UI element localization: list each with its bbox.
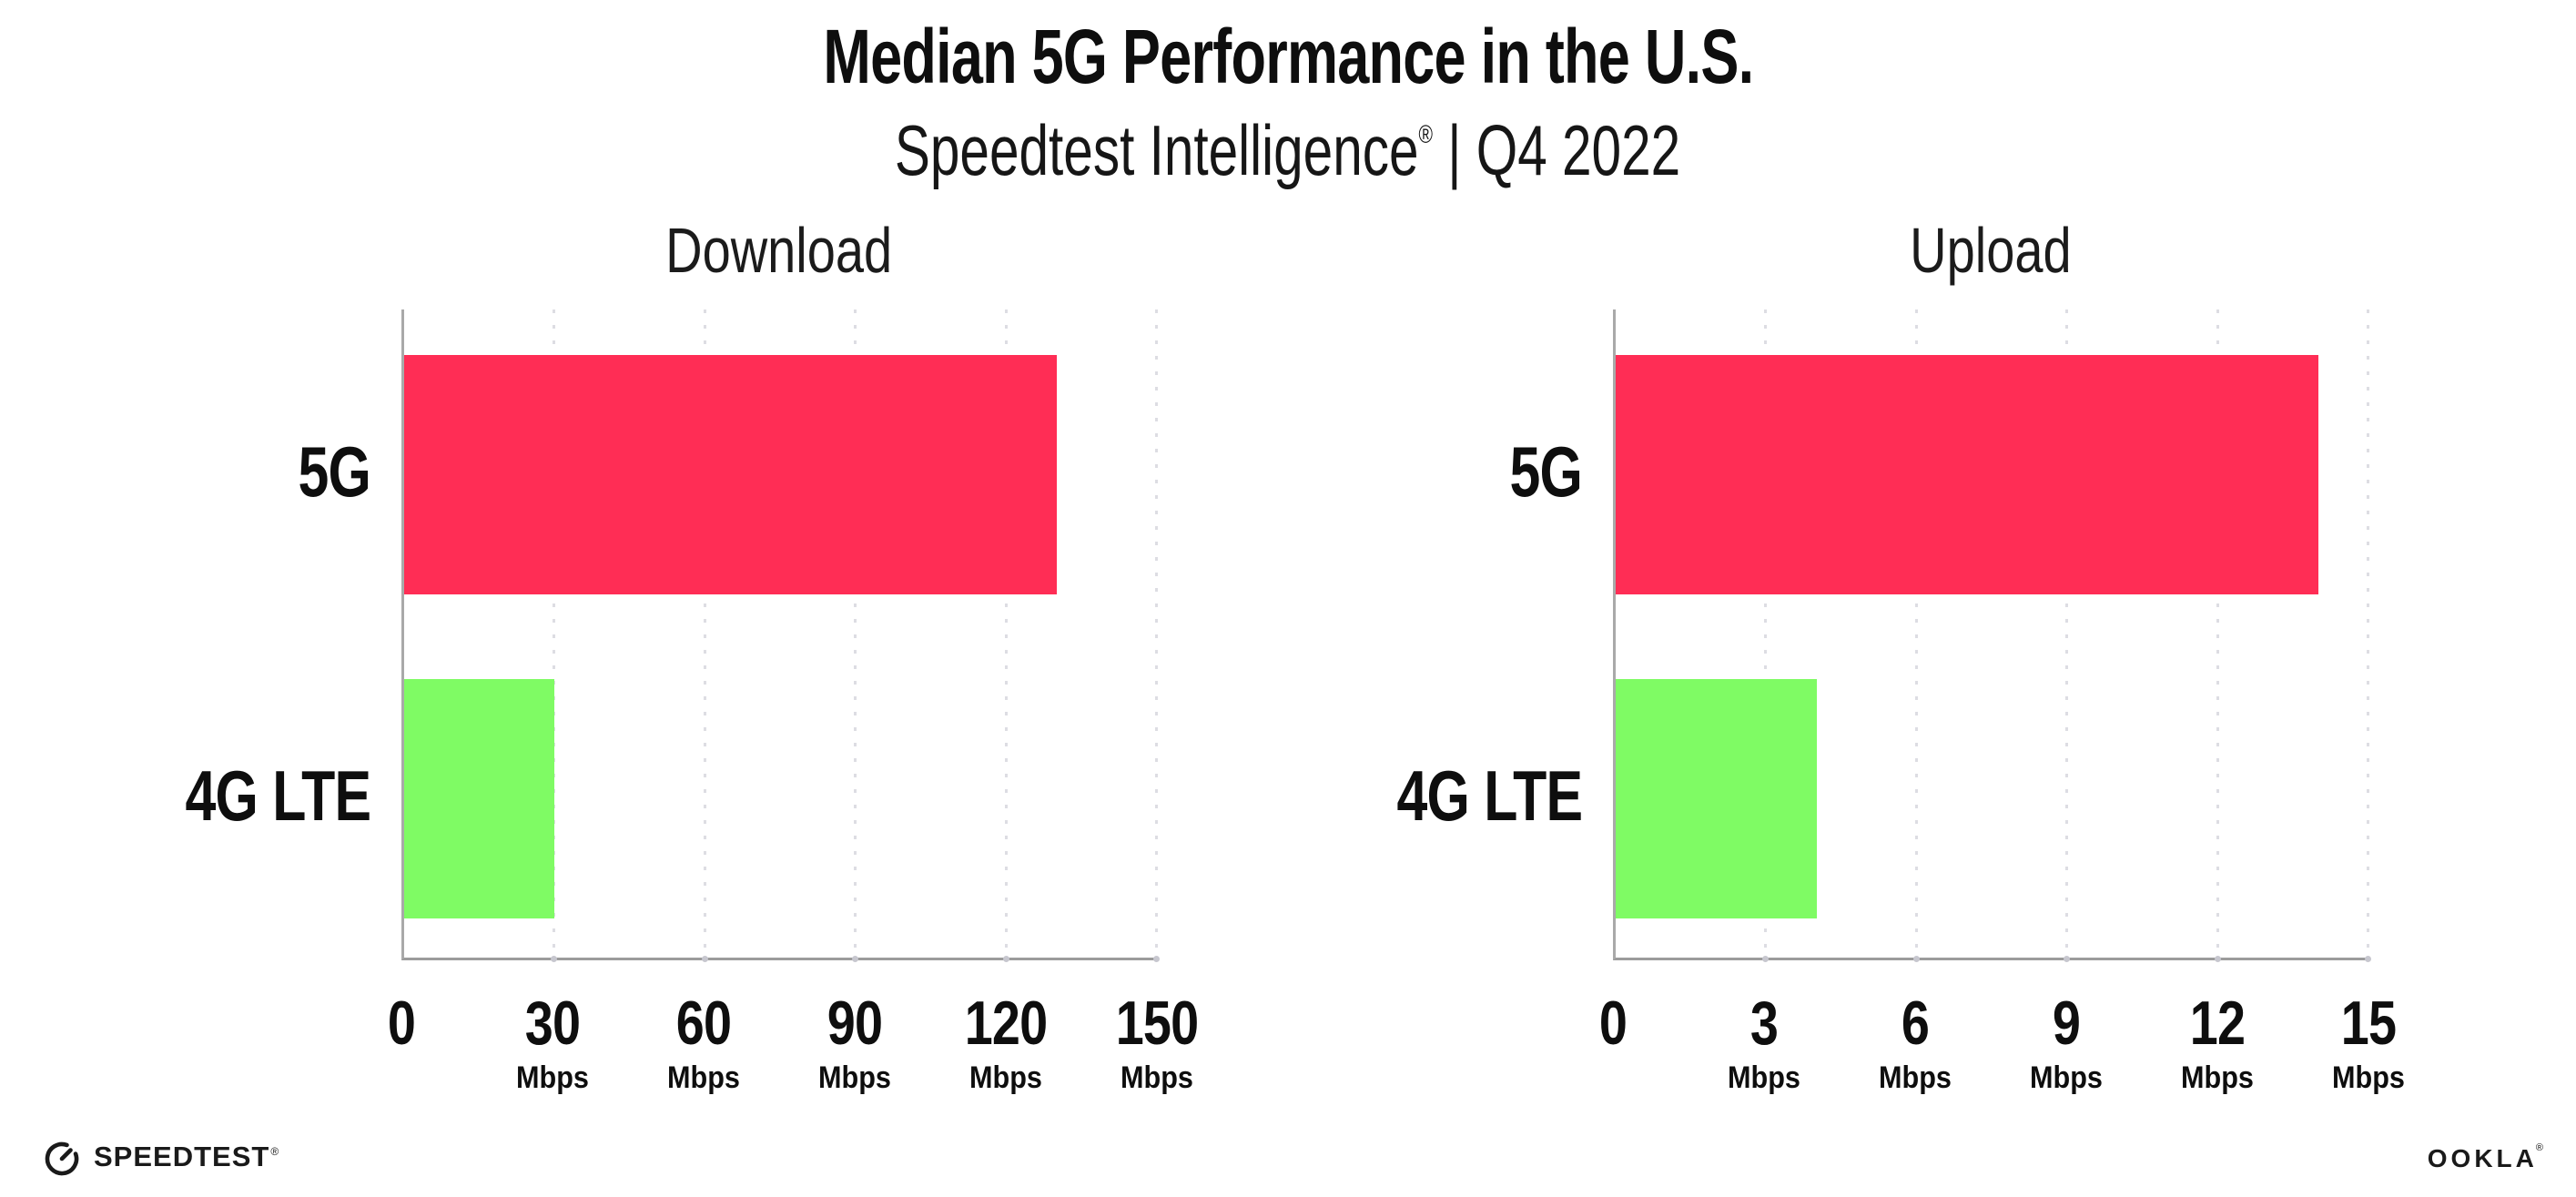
tick-number: 12 xyxy=(2189,989,2246,1058)
category-label-5g-text: 5G xyxy=(1509,431,1582,512)
bar-row-4g-lte xyxy=(404,634,1157,958)
tick-number: 0 xyxy=(1598,989,1628,1058)
header: Median 5G Performance in the U.S. Speedt… xyxy=(0,18,2576,186)
x-tick-60: 60 Mbps xyxy=(664,960,745,1093)
x-tick-120: 120 Mbps xyxy=(956,960,1056,1093)
bar-5g-upload xyxy=(1616,354,2318,595)
tick-number: 15 xyxy=(2340,989,2397,1058)
tick-number: 150 xyxy=(1115,989,1199,1058)
speedtest-registered-mark: ® xyxy=(270,1145,280,1158)
x-tick-6: 6 Mbps xyxy=(1875,960,1956,1093)
category-label-5g: 5G xyxy=(1357,309,1613,634)
bar-row-5g xyxy=(404,309,1157,634)
upload-plot-area xyxy=(1613,309,2371,962)
download-chart-body: 5G 4G LTE xyxy=(146,309,1160,962)
x-tick-3: 3 Mbps xyxy=(1724,960,1805,1093)
tick-number: 30 xyxy=(524,989,581,1058)
x-tick-0: 0 xyxy=(385,960,419,1054)
tick-number: 120 xyxy=(964,989,1048,1058)
tick-unit-label: Mbps xyxy=(818,1060,891,1095)
tick-unit-label: Mbps xyxy=(969,1060,1042,1095)
upload-chart: Upload 5G 4G LTE 0 3 Mbps 6 Mbps 9 Mbps 12 Mbps 1… xyxy=(1357,218,2405,1106)
ookla-wordmark-text: OOKLA xyxy=(2427,1144,2538,1172)
x-tick-9: 9 Mbps xyxy=(2026,960,2107,1093)
category-label-4g-lte: 4G LTE xyxy=(146,634,401,958)
x-tick-90: 90 Mbps xyxy=(815,960,896,1093)
tick-number: 0 xyxy=(387,989,416,1058)
x-tick-150: 150 Mbps xyxy=(1107,960,1207,1093)
category-label-4g-lte: 4G LTE xyxy=(1357,634,1613,958)
upload-chart-title: Upload xyxy=(1613,218,2368,309)
x-tick-15: 15 Mbps xyxy=(2328,960,2409,1093)
upload-chart-body: 5G 4G LTE xyxy=(1357,309,2371,962)
registered-mark: ® xyxy=(1419,120,1434,148)
page-title: Median 5G Performance in the U.S. xyxy=(0,18,2576,95)
bar-4g-lte-upload xyxy=(1616,678,1817,919)
gridline-90 xyxy=(852,309,859,962)
tick-unit-label: Mbps xyxy=(2030,1060,2103,1095)
category-label-4g-lte-text: 4G LTE xyxy=(1396,755,1583,836)
bar-row-5g xyxy=(1616,309,2368,634)
upload-chart-title-text: Upload xyxy=(1910,215,2072,286)
tick-unit-label: Mbps xyxy=(1879,1060,1952,1095)
download-chart: Download 5G 4G LTE 0 30 Mbps 60 Mbps 90 Mbps 12… xyxy=(146,218,1199,1106)
gridline-150 xyxy=(1153,309,1160,962)
gridline-6 xyxy=(1912,309,1920,962)
page-subtitle: Speedtest Intelligence® | Q4 2022 xyxy=(0,115,2576,186)
download-category-labels: 5G 4G LTE xyxy=(146,309,401,960)
x-tick-30: 30 Mbps xyxy=(512,960,593,1093)
speedtest-gauge-icon xyxy=(45,1141,79,1176)
speedtest-wordmark-text: SPEEDTEST xyxy=(94,1141,270,1172)
tick-number: 9 xyxy=(2052,989,2081,1058)
tick-unit-label: Mbps xyxy=(1121,1060,1193,1095)
page-title-text: Median 5G Performance in the U.S. xyxy=(822,14,1754,99)
gridline-120 xyxy=(1002,309,1009,962)
download-x-axis-ticks: 0 30 Mbps 60 Mbps 90 Mbps 120 Mbps 150 Mbps xyxy=(388,960,1199,1106)
tick-unit-label: Mbps xyxy=(1728,1060,1800,1095)
ookla-logo: OOKLA ® xyxy=(2427,1142,2545,1173)
tick-unit-label: Mbps xyxy=(667,1060,740,1095)
upload-category-labels: 5G 4G LTE xyxy=(1357,309,1613,960)
x-tick-12: 12 Mbps xyxy=(2177,960,2258,1093)
download-chart-title-text: Download xyxy=(665,215,893,286)
x-tick-0: 0 xyxy=(1597,960,1630,1054)
speedtest-logo: SPEEDTEST® xyxy=(42,1137,279,1177)
download-plot-area xyxy=(401,309,1160,962)
download-chart-title: Download xyxy=(401,218,1157,309)
page-subtitle-text: Speedtest Intelligence® | Q4 2022 xyxy=(895,115,1680,186)
category-label-5g: 5G xyxy=(146,309,401,634)
tick-number: 6 xyxy=(1901,989,1930,1058)
subtitle-period: | Q4 2022 xyxy=(1433,110,1681,190)
upload-x-axis-ticks: 0 3 Mbps 6 Mbps 9 Mbps 12 Mbps 15 Mbps xyxy=(1599,960,2405,1106)
tick-unit-label: Mbps xyxy=(2332,1060,2405,1095)
speedtest-wordmark: SPEEDTEST® xyxy=(94,1141,279,1173)
bar-5g-download xyxy=(404,354,1057,595)
bar-row-4g-lte xyxy=(1616,634,2368,958)
gridline-60 xyxy=(701,309,708,962)
tick-unit-label: Mbps xyxy=(2181,1060,2254,1095)
category-label-4g-lte-text: 4G LTE xyxy=(185,755,371,836)
tick-unit-label: Mbps xyxy=(516,1060,589,1095)
category-label-5g-text: 5G xyxy=(298,431,370,512)
tick-number: 90 xyxy=(827,989,883,1058)
tick-number: 60 xyxy=(675,989,732,1058)
gridline-12 xyxy=(2214,309,2221,962)
tick-number: 3 xyxy=(1749,989,1779,1058)
subtitle-brand: Speedtest Intelligence xyxy=(895,110,1420,190)
gridline-3 xyxy=(1762,309,1770,962)
gridline-9 xyxy=(2064,309,2071,962)
bar-4g-lte-download xyxy=(404,678,555,919)
ookla-registered-mark: ® xyxy=(2535,1142,2543,1153)
gridline-15 xyxy=(2365,309,2371,962)
gridline-30 xyxy=(551,309,558,962)
